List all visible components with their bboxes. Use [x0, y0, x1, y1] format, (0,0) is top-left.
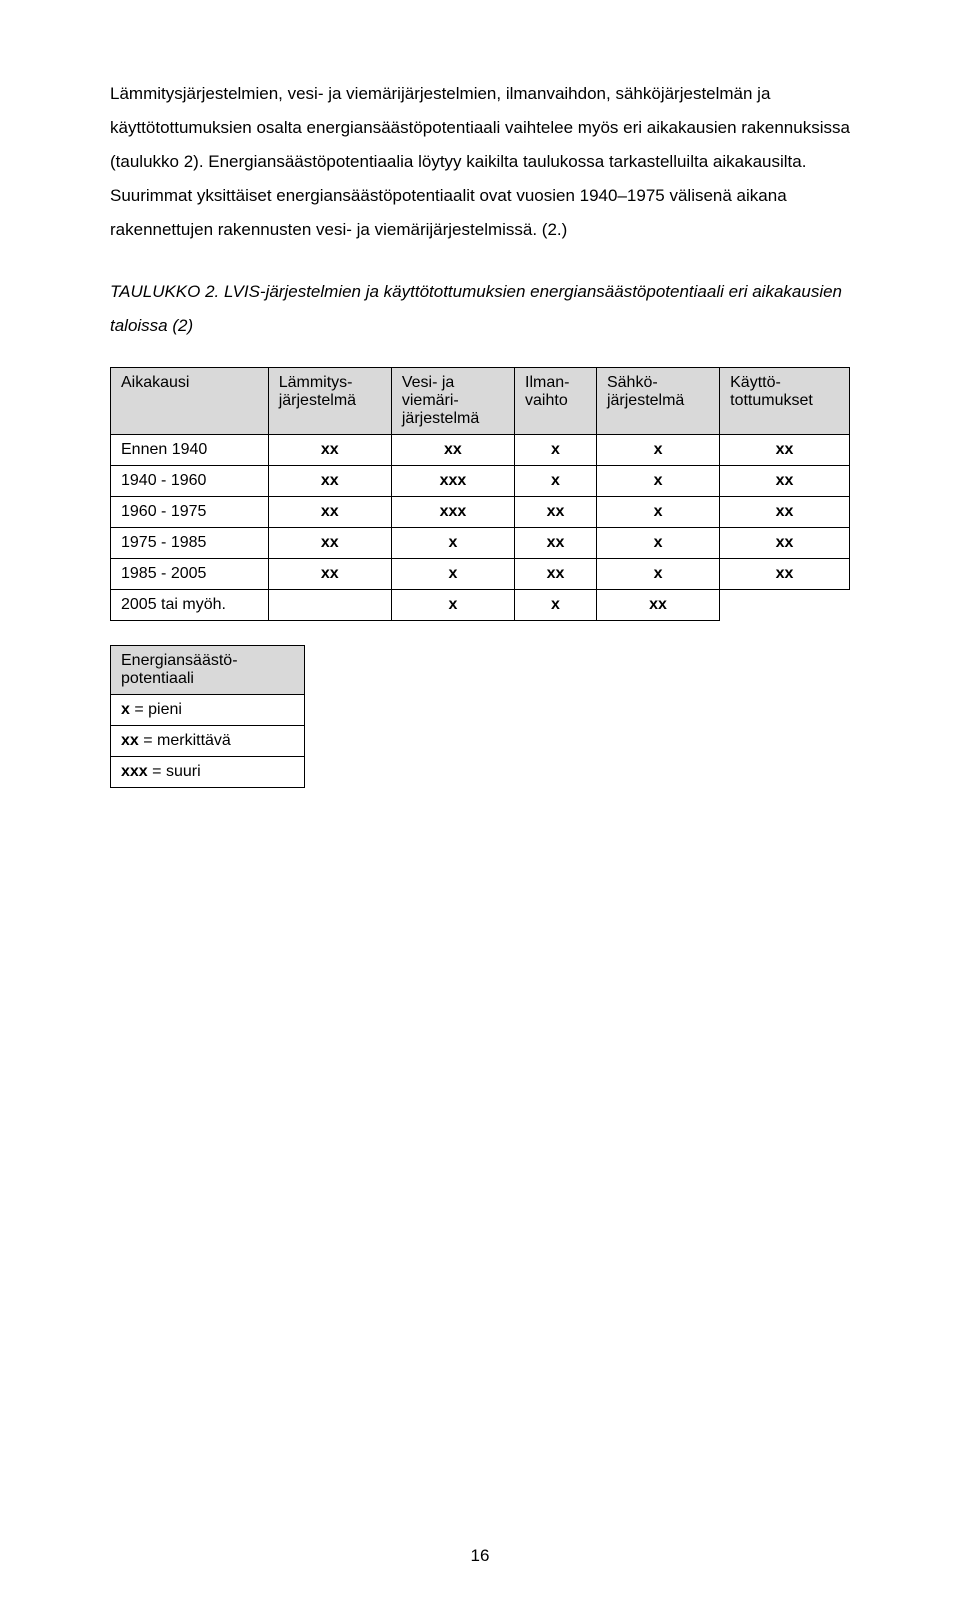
table-cell: xx: [720, 497, 850, 528]
table-row: 1975 - 1985xxxxxxxx: [111, 528, 850, 559]
legend-header: Energiansäästö-potentiaali: [111, 646, 305, 695]
page-number: 16: [0, 1546, 960, 1566]
table-cell: x: [391, 590, 514, 621]
col-header: Sähkö-järjestelmä: [596, 368, 719, 435]
table-cell: x: [596, 497, 719, 528]
table-cell: x: [596, 528, 719, 559]
col-header: Vesi- javiemäri-järjestelmä: [391, 368, 514, 435]
table-row: Ennen 1940xxxxxxxx: [111, 435, 850, 466]
table-row: 1940 - 1960xxxxxxxxx: [111, 466, 850, 497]
col-header: Aikakausi: [111, 368, 269, 435]
table-caption: TAULUKKO 2. LVIS-järjestelmien ja käyttö…: [110, 275, 850, 343]
table-cell: x: [596, 466, 719, 497]
legend-row: xxx = suuri: [111, 757, 305, 788]
table-cell: x: [391, 559, 514, 590]
table-cell: xx: [515, 528, 597, 559]
table-cell: xx: [268, 497, 391, 528]
col-header: Käyttö-tottumukset: [720, 368, 850, 435]
table-cell: 1975 - 1985: [111, 528, 269, 559]
table-row: 2005 tai myöh.xxxx: [111, 590, 850, 621]
legend-row: x = pieni: [111, 695, 305, 726]
main-table: Aikakausi Lämmitys-järjestelmä Vesi- jav…: [110, 367, 850, 621]
table-cell: xx: [720, 466, 850, 497]
document-page: Lämmitysjärjestelmien, vesi- ja viemärij…: [0, 0, 960, 1606]
table-cell: 1985 - 2005: [111, 559, 269, 590]
table-cell: 1940 - 1960: [111, 466, 269, 497]
table-row: 1960 - 1975xxxxxxxxxx: [111, 497, 850, 528]
table-cell: xx: [720, 528, 850, 559]
table-cell: x: [515, 435, 597, 466]
table-cell: xx: [268, 559, 391, 590]
table-cell: 2005 tai myöh.: [111, 590, 269, 621]
table-cell: xx: [720, 559, 850, 590]
table-cell: [268, 590, 391, 621]
table-cell: xx: [268, 528, 391, 559]
table-cell: xx: [596, 590, 719, 621]
table-cell: xx: [515, 497, 597, 528]
table-cell: x: [596, 435, 719, 466]
table-cell: xxx: [391, 466, 514, 497]
table-header-row: Aikakausi Lämmitys-järjestelmä Vesi- jav…: [111, 368, 850, 435]
table-cell: Ennen 1940: [111, 435, 269, 466]
legend-table: Energiansäästö-potentiaali x = pieni xx …: [110, 645, 305, 788]
col-header: Ilman-vaihto: [515, 368, 597, 435]
table-cell: x: [515, 590, 597, 621]
col-header: Lämmitys-järjestelmä: [268, 368, 391, 435]
table-cell: xx: [268, 466, 391, 497]
table-body: Ennen 1940xxxxxxxx1940 - 1960xxxxxxxxx19…: [111, 435, 850, 621]
table-cell: 1960 - 1975: [111, 497, 269, 528]
table-row: 1985 - 2005xxxxxxxx: [111, 559, 850, 590]
table-cell: xxx: [391, 497, 514, 528]
table-cell: x: [596, 559, 719, 590]
legend-row: xx = merkittävä: [111, 726, 305, 757]
table-cell: xx: [515, 559, 597, 590]
table-cell: x: [391, 528, 514, 559]
table-cell: xx: [268, 435, 391, 466]
table-cell: x: [515, 466, 597, 497]
table-cell: xx: [391, 435, 514, 466]
body-paragraph: Lämmitysjärjestelmien, vesi- ja viemärij…: [110, 77, 850, 247]
table-cell: xx: [720, 435, 850, 466]
